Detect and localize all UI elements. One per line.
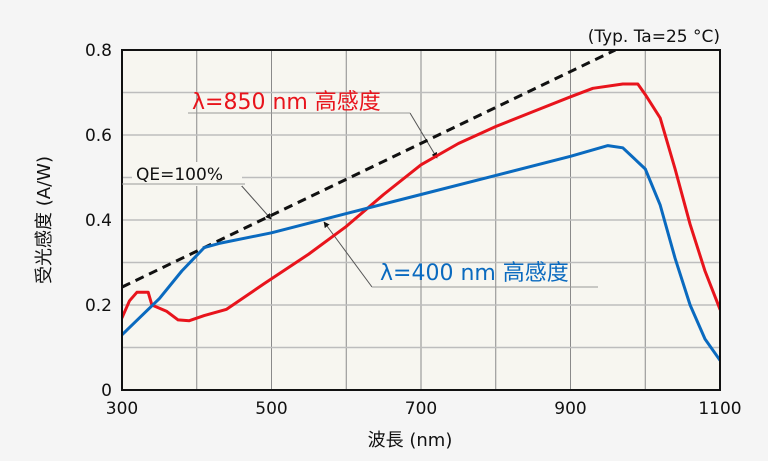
y-tick-label: 0.6 (85, 126, 112, 146)
leader-400 (323, 221, 373, 288)
y-axis-title: 受光感度 (A/W) (34, 156, 55, 284)
y-tick-label: 0 (101, 381, 112, 401)
x-tick-label: 1100 (698, 399, 741, 419)
annotation-leaders (239, 112, 438, 288)
label-400nm: λ=400 nm 高感度 (380, 261, 569, 286)
leader-850 (409, 112, 438, 159)
y-tick-label: 0.4 (85, 211, 112, 231)
y-tick-label: 0.8 (85, 41, 112, 61)
label-850nm: λ=850 nm 高感度 (192, 90, 381, 115)
x-axis-title: 波長 (nm) (368, 430, 453, 451)
x-tick-label: 900 (554, 399, 586, 419)
condition-note: (Typ. Ta=25 °C) (588, 27, 720, 47)
label-qe100: QE=100% (136, 165, 223, 185)
plot-frame (121, 49, 721, 391)
x-tick-label: 300 (106, 399, 138, 419)
y-tick-labels: 0 0.2 0.4 0.6 0.8 (85, 41, 112, 401)
x-tick-label: 700 (405, 399, 437, 419)
leader-qe (239, 183, 272, 220)
x-tick-labels: 300 500 700 900 1100 (106, 399, 742, 419)
series-line (122, 144, 720, 362)
grid-lines (122, 50, 720, 390)
x-tick-label: 500 (255, 399, 287, 419)
annotation-400: λ=400 nm 高感度 (372, 261, 598, 288)
series-group (122, 50, 720, 362)
series-line (122, 82, 720, 323)
annotation-850: λ=850 nm 高感度 (188, 90, 410, 115)
annotation-qe: QE=100% (122, 162, 245, 186)
y-tick-label: 0.2 (85, 296, 112, 316)
